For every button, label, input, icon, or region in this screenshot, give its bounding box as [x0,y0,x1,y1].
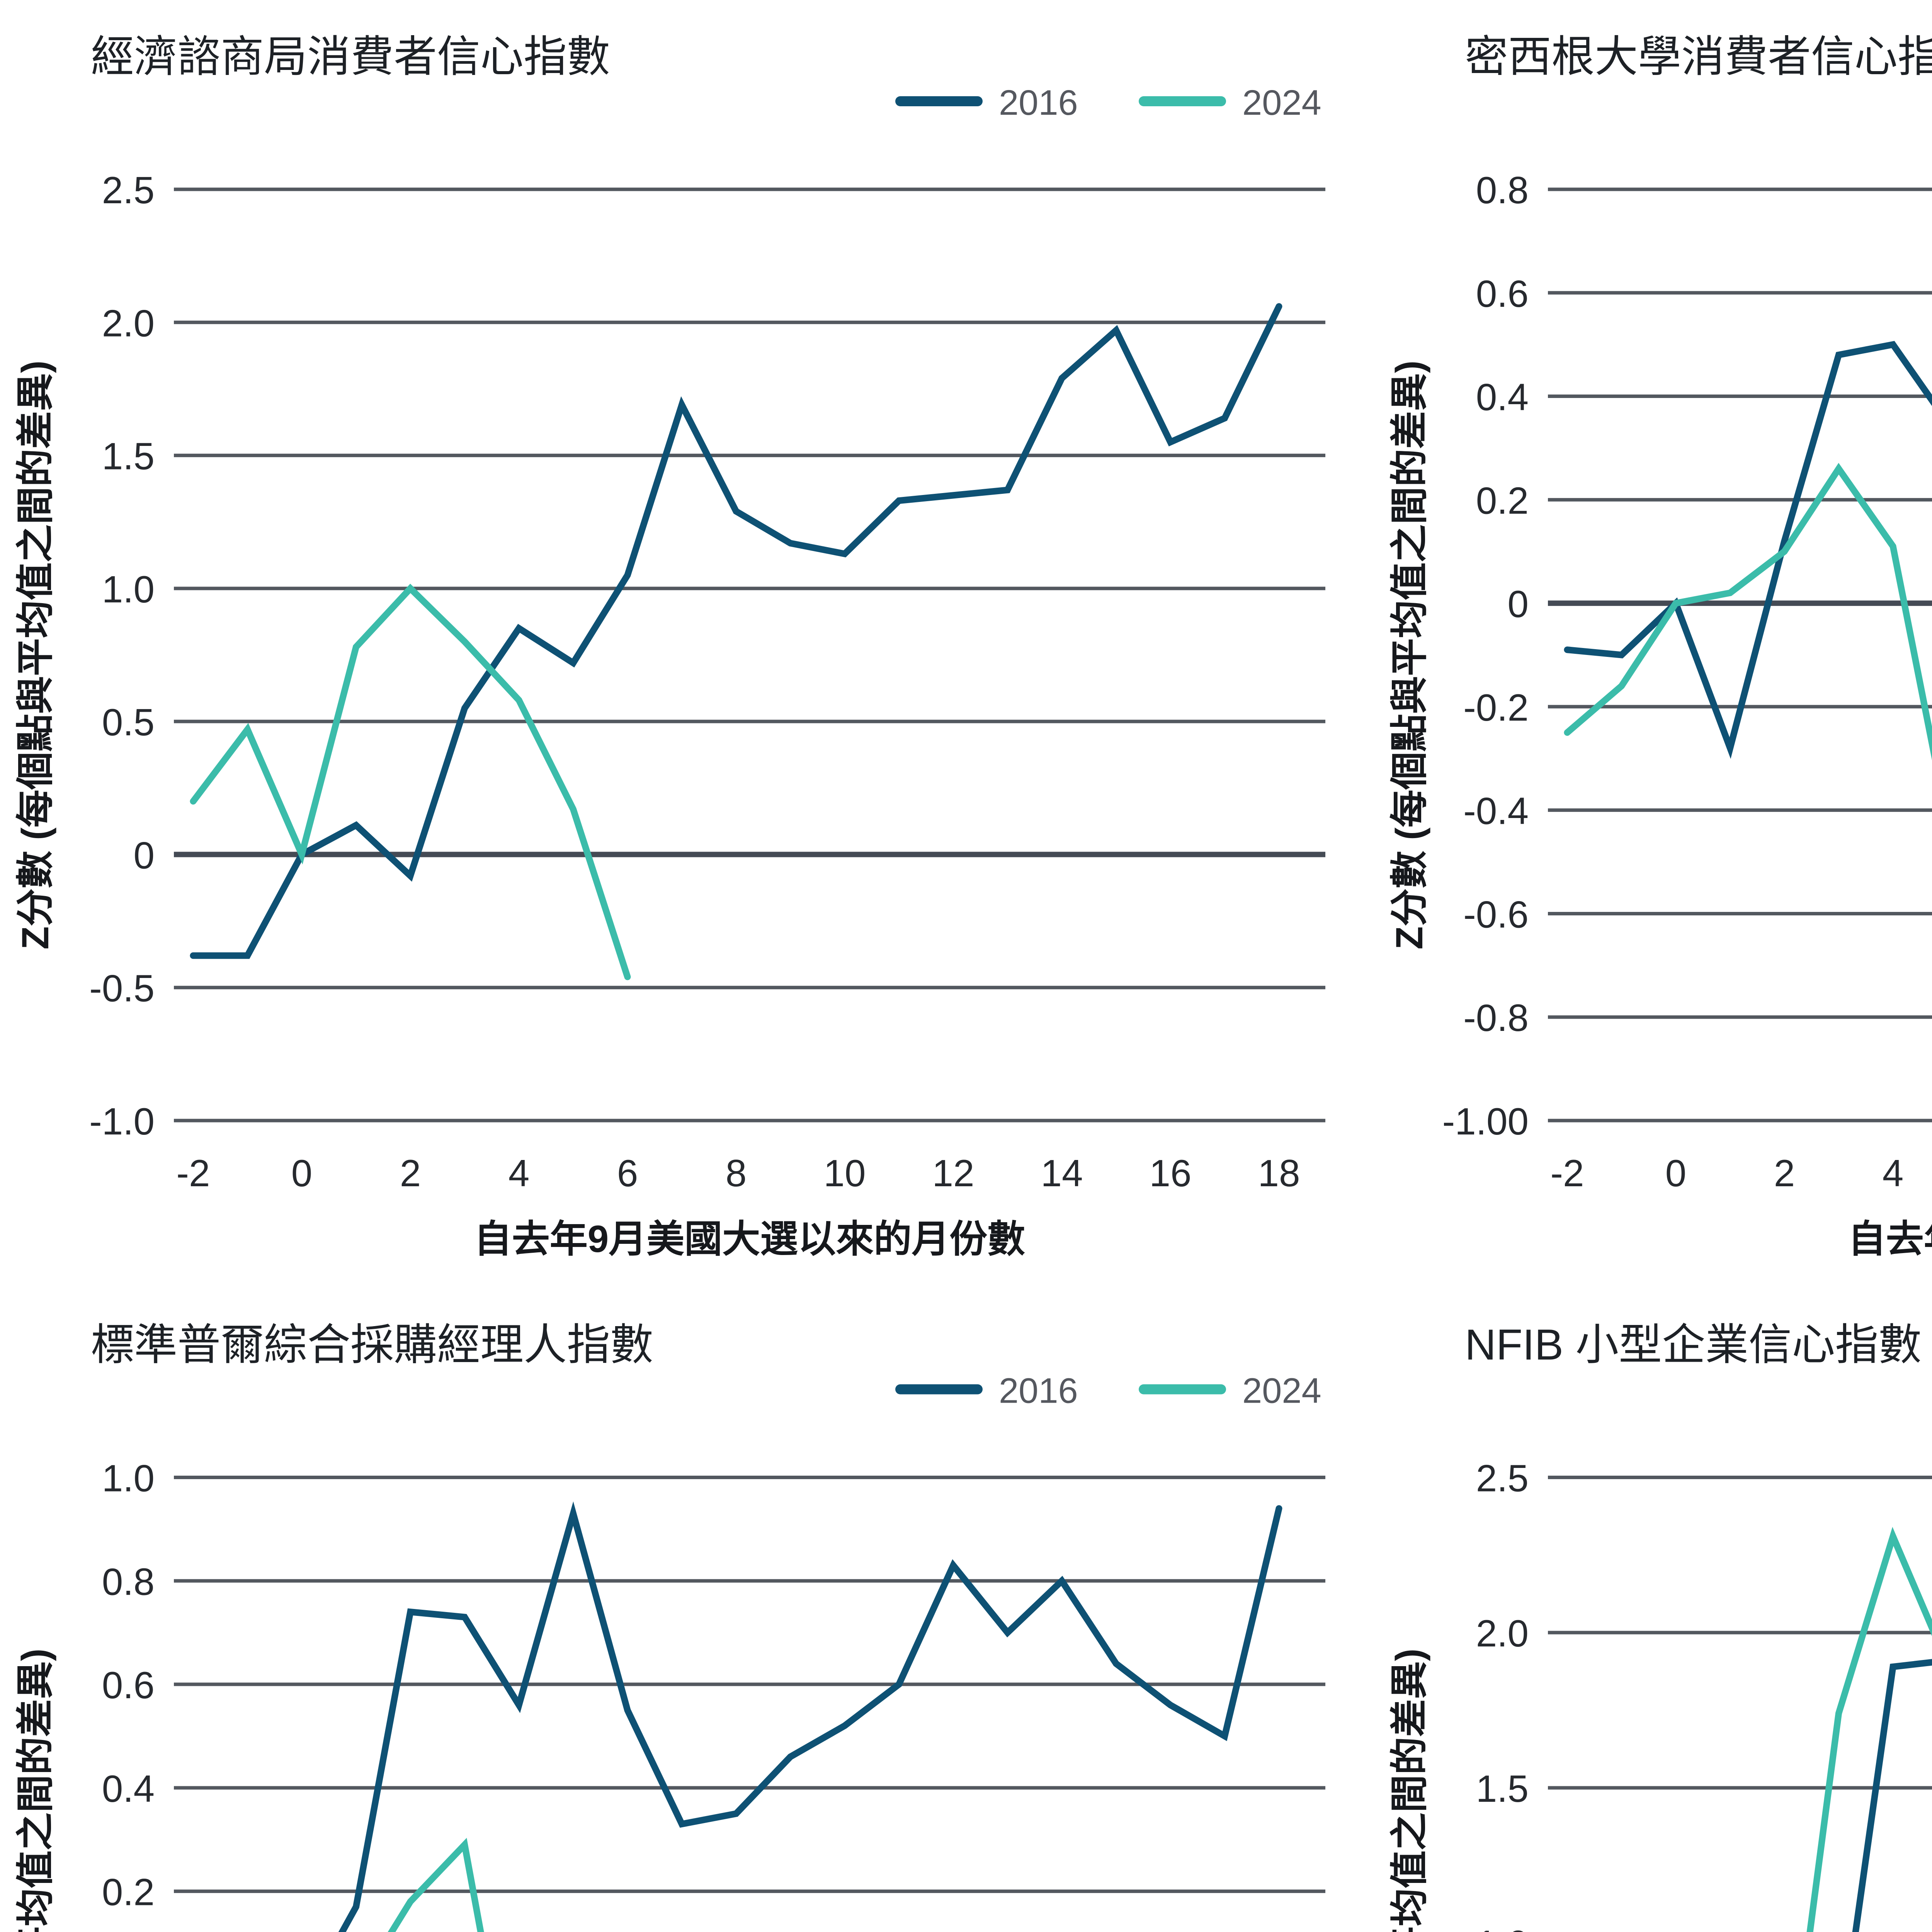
chart-title: 標準普爾綜合採購經理人指數 [91,1321,653,1369]
series-line-2016 [1852,1659,1932,1932]
x-tick-label: 4 [1883,1152,1904,1194]
x-tick-label: 4 [509,1152,530,1194]
y-tick-label: -1.0 [89,1100,155,1143]
y-tick-label: 2.0 [1476,1612,1529,1655]
x-tick-label: 2 [1774,1152,1795,1194]
y-tick-label: 0.2 [1476,479,1529,522]
chart-svg: NFIB 小型企業信心指數 2016 2024 Z分數 (每個點與平均值之間的差… [1388,1321,1932,1932]
y-tick-label: 0.4 [1476,376,1529,418]
y-tick-label: 2.5 [102,169,155,211]
y-tick-label: 0.8 [1476,169,1529,211]
y-tick-label: 1.5 [102,435,155,478]
y-tick-label: 0.6 [1476,272,1529,315]
y-tick-label: 0.2 [102,1871,155,1913]
x-tick-label: 18 [1258,1152,1300,1194]
y-tick-label: 1.0 [1476,1923,1529,1932]
y-axis-label: Z分數 (每個點與平均值之間的差異) [14,361,56,949]
y-tick-label: -0.6 [1463,893,1529,935]
x-tick-label: 14 [1041,1152,1083,1194]
y-tick-label: 0 [133,834,155,876]
x-tick-label: 0 [1665,1152,1687,1194]
x-tick-label: 16 [1149,1152,1191,1194]
x-axis-label: 自去年9月美國大選以來的月份數 [474,1218,1026,1260]
y-tick-label: -0.8 [1463,997,1529,1039]
chart-panel-sp-pmi: 標準普爾綜合採購經理人指數 2016 2024 Z分數 (每個點與平均值之間的差… [0,1288,1374,1932]
series-line-2024 [1564,463,1932,760]
x-axis-label: 自去年9月美國大選以來的月份數 [1848,1218,1932,1260]
x-tick-label: 8 [726,1152,747,1194]
y-tick-label: 0.4 [102,1767,155,1810]
legend-label-2024: 2024 [1242,83,1321,122]
y-tick-label: 0 [1507,583,1529,625]
y-axis-label: Z分數 (每個點與平均值之間的差異) [1388,1648,1430,1932]
chart-title: NFIB 小型企業信心指數 [1465,1321,1922,1369]
x-tick-label: 10 [823,1152,866,1194]
series-line-2024 [388,1838,484,1932]
chart-title: 經濟諮商局消費者信心指數 [91,32,610,81]
x-tick-label: 0 [291,1152,313,1194]
legend: 2016 2024 [895,83,1321,122]
y-tick-label: -0.4 [1463,790,1529,832]
y-tick-label: 2.0 [102,302,155,344]
y-tick-label: 1.0 [102,1457,155,1500]
y-axis-label: Z分數 (每個點與平均值之間的差異) [1388,361,1430,949]
y-tick-label: 2.5 [1476,1457,1529,1500]
plot-area: 0.80.60.40.20-0.2-0.4-0.6-0.8-1.00-20246… [1442,169,1932,1194]
chart-panel-conference-board: 經濟諮商局消費者信心指數 2016 2024 Z分數 (每個點與平均值之間的差異… [0,0,1374,1288]
legend-label-2016: 2016 [999,1371,1078,1411]
y-tick-label: -0.5 [89,967,155,1010]
legend: 2016 2024 [895,1371,1321,1411]
y-tick-label: 0.5 [102,701,155,743]
y-axis-label: Z分數 (每個點與平均值之間的差異) [14,1648,56,1932]
x-tick-label: -2 [1550,1152,1584,1194]
legend-label-2016: 2016 [999,83,1078,122]
series-line-2024 [190,583,631,980]
chart-title: 密西根大學消費者信心指數 [1465,32,1932,81]
series-line-2016 [190,303,1282,959]
series-line-2016 [1564,341,1932,759]
series-line-2016 [338,1501,1282,1932]
x-tick-label: 2 [400,1152,421,1194]
chart-svg: 標準普爾綜合採購經理人指數 2016 2024 Z分數 (每個點與平均值之間的差… [14,1321,1325,1932]
y-tick-label: 0.6 [102,1664,155,1706]
y-tick-label: -0.2 [1463,686,1529,729]
chart-panel-nfib: NFIB 小型企業信心指數 2016 2024 Z分數 (每個點與平均值之間的差… [1374,1288,1932,1932]
legend-label-2024: 2024 [1242,1371,1321,1411]
series-line-2024 [1806,1527,1932,1932]
x-tick-label: 12 [932,1152,974,1194]
y-tick-label: 1.0 [102,568,155,611]
y-tick-label: -1.00 [1442,1100,1529,1143]
y-tick-label: 0.8 [102,1560,155,1603]
plot-area: 2.5 2.0 1.5 1.0 0.5 0 -0.5 -1.0 -2 0 2 4 6 8 10 12 14 16 1… [89,169,1325,1194]
chart-svg: 經濟諮商局消費者信心指數 2016 2024 Z分數 (每個點與平均值之間的差異… [14,32,1325,1260]
plot-area: 1.00.80.60.40.20-0.2-0.4-0.6-0.8-2024681… [102,1457,1325,1932]
y-tick-label: 1.5 [1476,1767,1529,1810]
chart-svg: 密西根大學消費者信心指數 2016 2024 Z分數 (每個點與平均值之間的差異… [1388,32,1932,1260]
x-tick-label: -2 [176,1152,210,1194]
chart-panel-michigan: 密西根大學消費者信心指數 2016 2024 Z分數 (每個點與平均值之間的差異… [1374,0,1932,1288]
x-tick-label: 6 [617,1152,638,1194]
